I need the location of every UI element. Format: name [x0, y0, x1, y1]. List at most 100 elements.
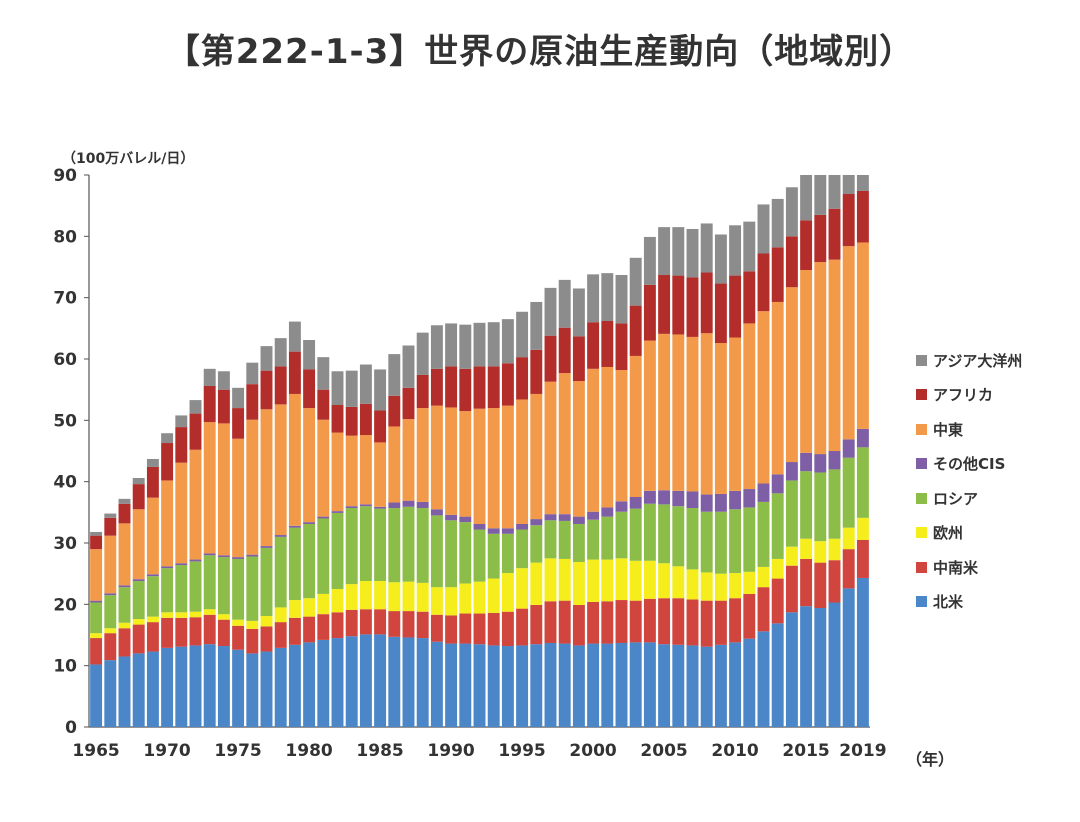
bar-segment: [757, 631, 770, 727]
bar-segment: [274, 536, 287, 608]
bar-segment: [558, 600, 571, 644]
bar-segment: [544, 601, 557, 643]
bar-segment: [445, 366, 458, 408]
bar-segment: [800, 452, 813, 472]
bar-segment: [743, 593, 756, 639]
bar-segment: [544, 520, 557, 559]
bar-segment: [232, 387, 245, 409]
bar-segment: [587, 511, 600, 520]
bar-segment: [487, 645, 500, 727]
bar-stack-1984: [359, 364, 372, 727]
bar-segment: [587, 519, 600, 560]
bar-segment: [146, 622, 159, 652]
bar-segment: [374, 508, 387, 582]
legend-swatch: [916, 527, 927, 539]
bar-segment: [800, 220, 813, 271]
bar-segment: [714, 600, 727, 645]
bar-segment: [558, 514, 571, 521]
x-axis-unit: （年）: [906, 750, 955, 769]
bar-segment: [274, 535, 287, 537]
bar-segment: [161, 443, 174, 481]
legend-swatch: [916, 423, 927, 435]
bar-stack-2002: [615, 274, 628, 727]
bar-segment: [572, 516, 585, 524]
bar-segment: [700, 333, 713, 495]
bar-segment: [317, 639, 330, 727]
legend-item: 中東: [916, 412, 1066, 447]
bar-segment: [814, 175, 827, 215]
legend-label: アジア大洋州: [933, 351, 1023, 370]
bar-segment: [629, 642, 642, 727]
bar-segment: [473, 529, 486, 582]
bar-segment: [743, 323, 756, 490]
legend-label: ロシア: [933, 489, 979, 508]
bar-stack-2008: [700, 223, 713, 727]
bar-segment: [260, 651, 273, 727]
bar-segment: [629, 257, 642, 306]
bar-segment: [729, 337, 742, 491]
bar-stack-2001: [601, 273, 614, 727]
bar-segment: [700, 646, 713, 727]
bar-segment: [629, 508, 642, 561]
bar-segment: [686, 277, 699, 337]
bar-segment: [175, 612, 188, 618]
bar-segment: [189, 449, 202, 560]
bar-segment: [672, 598, 685, 645]
bar-stack-2004: [643, 236, 656, 727]
bar-segment: [161, 617, 174, 648]
bar-segment: [402, 581, 415, 612]
bar-segment: [217, 646, 230, 727]
bar-segment: [430, 325, 443, 369]
bar-segment: [516, 645, 529, 727]
bar-segment: [345, 370, 358, 407]
bar-segment: [260, 546, 273, 548]
bar-segment: [90, 600, 103, 603]
bar-segment: [374, 581, 387, 610]
bar-segment: [402, 345, 415, 388]
bar-segment: [104, 513, 117, 518]
bar-stack-1994: [501, 319, 514, 727]
bar-segment: [658, 490, 671, 505]
bar-segment: [629, 497, 642, 509]
bar-segment: [473, 523, 486, 530]
bar-segment: [516, 608, 529, 646]
x-tick-label: 1995: [498, 741, 545, 761]
bar-segment: [90, 664, 103, 727]
bar-segment: [558, 279, 571, 328]
bar-segment: [572, 562, 585, 605]
bar-stack-1972: [189, 400, 202, 727]
bar-segment: [643, 490, 656, 504]
bar-segment: [288, 527, 301, 601]
bar-stack-2019: [856, 175, 869, 727]
bar-segment: [842, 588, 855, 727]
x-tick-label: 2005: [640, 741, 687, 761]
bar-segment: [118, 628, 131, 657]
bar-segment: [317, 357, 330, 390]
bar-segment: [303, 616, 316, 643]
bar-segment: [757, 566, 770, 588]
bar-segment: [430, 587, 443, 615]
bar-segment: [473, 613, 486, 645]
bar-segment: [416, 408, 429, 502]
bar-segment: [487, 408, 500, 529]
legend-label: 中東: [933, 420, 964, 439]
bar-segment: [743, 271, 756, 324]
bar-segment: [487, 322, 500, 367]
legend-item: 北米: [916, 585, 1066, 620]
bar-segment: [700, 511, 713, 573]
bar-segment: [260, 626, 273, 652]
bar-segment: [530, 562, 543, 605]
bar-segment: [814, 214, 827, 263]
bar-segment: [516, 357, 529, 400]
y-tick-label: 10: [53, 657, 77, 677]
bar-segment: [416, 638, 429, 727]
bar-segment: [615, 642, 628, 727]
bar-stack-1992: [473, 322, 486, 727]
bar-stack-1970: [161, 433, 174, 727]
bar-segment: [501, 319, 514, 364]
bar-segment: [658, 644, 671, 727]
y-tick-label: 80: [53, 227, 77, 247]
bar-segment: [729, 490, 742, 510]
bar-segment: [161, 568, 174, 613]
bar-segment: [203, 553, 216, 556]
